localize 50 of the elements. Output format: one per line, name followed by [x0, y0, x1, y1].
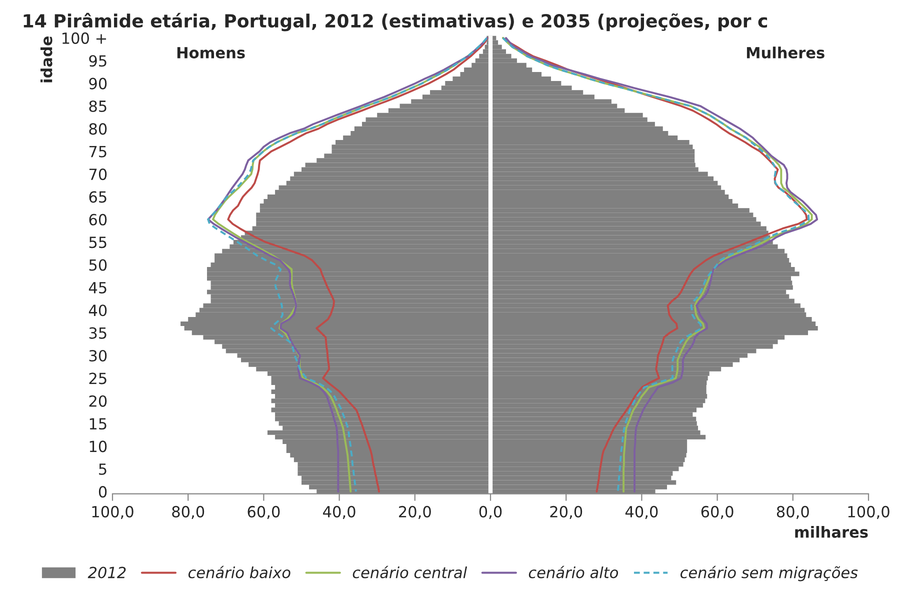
bar — [490, 258, 790, 263]
legend-label: cenário baixo — [188, 566, 290, 578]
y-tick-label: 15 — [90, 418, 106, 430]
bar — [490, 321, 816, 326]
bar — [180, 321, 490, 326]
y-axis-title: idade — [40, 36, 52, 82]
y-tick-label: 100 + — [62, 32, 106, 44]
y-tick-label: 25 — [89, 372, 106, 384]
bar — [490, 384, 706, 390]
y-tick-label: 45 — [88, 282, 106, 294]
y-tick-label: 35 — [89, 327, 106, 339]
y-tick-label: 90 — [89, 78, 107, 90]
y-tick-label: 85 — [89, 100, 106, 112]
x-tick-label: 80,0 — [172, 506, 204, 520]
chart-title: 14 Pirâmide etária, Portugal, 2012 (estimativas) e 2035 (projeções, por c — [24, 12, 768, 32]
x-tick-label: 60,0 — [701, 506, 734, 520]
y-tick-label: 65 — [89, 191, 106, 203]
y-tick-label: 30 — [89, 350, 107, 362]
y-tick-label: 80 — [89, 123, 107, 135]
legend-label: cenário alto — [528, 566, 618, 578]
annotation: Mulheres — [746, 46, 824, 58]
x-tick-label: 20,0 — [550, 506, 582, 520]
x-axis-title: milhares — [795, 526, 868, 538]
x-tick-label: 40,0 — [625, 506, 658, 520]
bar — [275, 384, 490, 390]
y-tick-label: 5 — [99, 464, 106, 475]
y-tick-label: 10 — [90, 440, 107, 452]
y-tick-label: 50 — [89, 259, 107, 271]
bar — [490, 448, 688, 454]
y-tick-label: 70 — [89, 168, 107, 180]
legend-label: cenário sem migrações — [680, 566, 858, 582]
y-tick-label: 95 — [89, 55, 106, 67]
x-tick-label: 20,0 — [399, 506, 431, 520]
bar — [214, 258, 490, 263]
y-tick-label: 60 — [89, 214, 107, 226]
y-tick-label: 40 — [88, 304, 107, 316]
y-tick-label: 55 — [89, 236, 106, 248]
x-tick-label: 0,0 — [479, 506, 502, 520]
y-tick-label: 0 — [98, 486, 107, 498]
x-tick-label: 100,0 — [848, 506, 890, 520]
x-tick-label: 40,0 — [323, 506, 356, 520]
annotation: Homens — [177, 47, 245, 58]
legend-label: 2012 — [88, 566, 126, 578]
x-tick-label: 100,0 — [92, 506, 134, 520]
x-tick-label: 80,0 — [776, 506, 809, 520]
y-tick-label: 75 — [89, 146, 106, 158]
x-tick-label: 60,0 — [248, 506, 280, 520]
legend-label: cenário central — [352, 566, 468, 578]
y-tick-label: 20 — [89, 395, 107, 407]
bar — [286, 448, 490, 454]
